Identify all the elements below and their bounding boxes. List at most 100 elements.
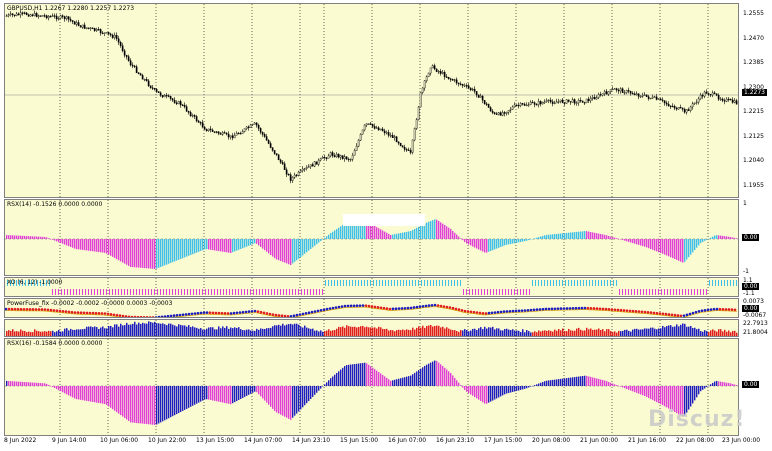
candle-body [483,100,486,105]
rsx14-bar [254,239,256,244]
candle-body [521,103,524,105]
candle [629,90,632,96]
candle [333,152,336,158]
powerfuse-dot [547,307,551,311]
powerfuse-pane[interactable]: PowerFuse_fix -0.0002 -0.0002 -0.0000 0.… [4,298,739,318]
candle-body [29,14,32,17]
rsx14-bar [242,239,244,249]
candle [103,32,106,37]
rsx14-bar [14,235,16,239]
candle-body [501,112,504,116]
rsx14-bar [632,239,634,244]
candle-body [137,72,140,74]
candle [153,87,156,91]
candle [413,127,416,142]
volume-bar [236,327,238,336]
candle [13,14,16,18]
powerfuse-dot [88,311,92,315]
volume-bar [638,329,640,336]
rsx16-bar [658,386,660,404]
rsx14-pane[interactable]: RSX(14) -0.1526 0.0000 0.0000 [4,199,739,276]
candle [503,110,506,117]
powerfuse-dot [376,306,380,309]
xo-up-bar [412,280,413,286]
powerfuse-dot [451,306,455,310]
volume-bar [70,328,72,336]
powerfuse-dot [166,314,170,317]
rsx14-bar [32,236,34,239]
xo-down-bar [472,289,473,295]
volume-bar [702,331,704,336]
xo-up-bar [358,280,359,286]
rsx16-bar [222,386,224,403]
volume-bar [642,329,644,336]
powerfuse-dot [136,315,140,317]
xo-up-bar [547,280,548,286]
rsx16-bar [330,378,332,386]
xo-up-bar [379,280,380,286]
rsx16-bar [22,381,24,386]
rsx16-bar [580,376,582,386]
volume-bar [564,331,566,336]
powerfuse-dot [157,315,161,317]
candle [415,117,418,131]
rsx16-bar [668,386,670,409]
powerfuse-dot [508,309,512,313]
candle-body [259,128,262,133]
rsx16-bar [412,374,414,386]
rsx14-bar [708,238,710,240]
powerfuse-dot [22,307,26,311]
volume-bar [428,325,430,336]
xo-pane[interactable]: XO (6, 12) -1.0000 [4,277,739,297]
rsx16-pane[interactable]: RSX(16) -0.1584 0.0000 0.0000 [4,338,739,436]
rsx16-bar [568,377,570,386]
rsx14-bar [182,239,184,259]
rsx14-bar [186,239,188,257]
powerfuse-dot [97,312,101,315]
candle-body [529,101,532,105]
xo-down-bar [265,289,266,295]
rsx16-bar [14,381,16,386]
rsx14-bar [220,239,222,252]
candlestick-chart[interactable] [5,4,739,198]
rsx16-bar [544,381,546,386]
xo-down-bar [637,289,638,295]
candle [533,101,536,108]
rsx14-bar [94,239,96,252]
candle-body [687,109,690,111]
powerfuse-dot [631,309,635,313]
candle-body [127,56,130,61]
rsx16-bar [622,386,624,388]
volume-bar [98,328,100,336]
candle-body [195,116,198,122]
candle [643,92,646,96]
rsx14-bar [394,234,396,239]
candle-body [189,112,192,117]
price-chart-pane[interactable]: GBPUSD,H1 1.2267 1.2280 1.2257 1.2273 [4,3,739,198]
rsx14-bar [498,239,500,248]
rsx16-bar [384,376,386,386]
volume-bar [506,328,508,336]
time-tick-label: 22 Jun 08:00 [676,437,715,444]
powerfuse-dot [493,311,497,314]
powerfuse-dot [499,310,503,314]
rsx16-bar [560,378,562,386]
candle [391,132,394,139]
candle [67,16,70,23]
rsx14-bar [98,239,100,253]
xo-down-bar [217,289,218,295]
powerfuse-dot [262,311,266,315]
rsx14-bar [464,239,466,243]
candle-body [359,134,362,141]
powerfuse-dot [94,311,98,315]
rsx14-bar [490,239,492,251]
volume-pane[interactable] [4,319,739,337]
rsx16-bar [624,386,626,389]
rsx16-bar [684,386,686,416]
rsx16-bar [280,386,282,415]
rsx14-bar [674,239,676,259]
rsx16-bar [420,368,422,386]
powerfuse-dot [367,304,371,308]
candle [85,27,88,30]
rsx14-scale-bottom: -1 [743,268,749,275]
